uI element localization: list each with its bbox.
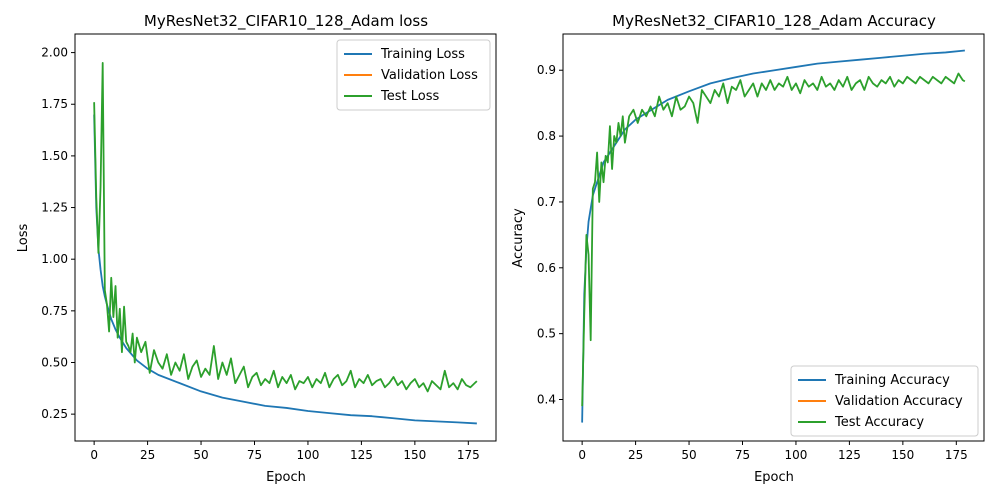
accuracy-x-tick-label: 50 <box>681 448 696 462</box>
accuracy-panel: MyResNet32_CIFAR10_128_Adam Accuracy 0 25… <box>511 12 985 485</box>
loss-y-tick-label: 0.75 <box>41 304 68 318</box>
accuracy-x-tick-label: 175 <box>945 448 968 462</box>
accuracy-chart-title: MyResNet32_CIFAR10_128_Adam Accuracy <box>612 12 936 31</box>
loss-x-axis-label: Epoch <box>266 470 306 485</box>
loss-x-tick-label: 0 <box>90 448 98 462</box>
accuracy-y-tick-label: 0.5 <box>537 327 556 341</box>
accuracy-x-axis-label: Epoch <box>754 470 794 485</box>
loss-y-tick-label: 0.25 <box>41 407 68 421</box>
accuracy-x-tick-label: 125 <box>838 448 861 462</box>
loss-series-line-training-loss <box>93 114 477 425</box>
loss-legend-box <box>336 39 491 111</box>
accuracy-series-line-test-accuracy <box>581 72 966 407</box>
accuracy-x-tick-label: 100 <box>784 448 807 462</box>
loss-y-tick-label: 1.75 <box>41 97 68 111</box>
loss-x-tick-label: 25 <box>140 448 155 462</box>
accuracy-legend-label-test: Test Accuracy <box>834 415 924 430</box>
accuracy-plot-area: 0 25 50 75 100 125 150 175 0.4 0.5 0.6 0.7 0.8 0.9 <box>537 49 968 462</box>
accuracy-x-tick-label: 75 <box>735 448 750 462</box>
loss-panel: MyResNet32_CIFAR10_128_Adam loss 0 25 50 75… <box>16 12 497 485</box>
accuracy-y-tick-label: 0.7 <box>537 195 556 209</box>
accuracy-legend-box <box>790 365 979 437</box>
accuracy-y-tick-label: 0.4 <box>537 393 556 407</box>
loss-x-tick-label: 125 <box>350 448 373 462</box>
loss-y-tick-label: 1.00 <box>41 252 68 266</box>
accuracy-y-tick-label: 0.8 <box>537 129 556 143</box>
accuracy-y-tick-label: 0.9 <box>537 63 556 77</box>
accuracy-x-tick-label: 0 <box>578 448 586 462</box>
loss-y-tick-label: 0.50 <box>41 355 68 369</box>
loss-x-tick-label: 150 <box>403 448 426 462</box>
loss-x-tick-label: 175 <box>457 448 480 462</box>
loss-legend-label-training: Training Loss <box>380 47 465 62</box>
loss-legend-label-test: Test Loss <box>380 89 439 104</box>
loss-y-tick-label: 1.50 <box>41 149 68 163</box>
loss-axes-frame <box>74 33 497 442</box>
accuracy-legend: Training Accuracy Validation Accuracy Te… <box>790 365 979 437</box>
loss-plot-area: 0 25 50 75 100 125 150 175 0.25 0.50 0.75 1.00 1.25 1… <box>41 46 479 462</box>
loss-legend-label-validation: Validation Loss <box>381 68 478 83</box>
loss-y-tick-label: 2.00 <box>41 46 68 60</box>
loss-series-line-test-loss <box>93 62 478 393</box>
loss-x-tick-label: 100 <box>296 448 319 462</box>
accuracy-axes-frame <box>562 33 985 442</box>
accuracy-y-axis-label: Accuracy <box>511 208 526 268</box>
loss-y-axis-label: Loss <box>16 224 31 253</box>
accuracy-x-tick-label: 25 <box>628 448 643 462</box>
loss-legend: Training Loss Validation Loss Test Loss <box>336 39 491 111</box>
accuracy-x-tick-label: 150 <box>891 448 914 462</box>
loss-y-tick-label: 1.25 <box>41 201 68 215</box>
accuracy-y-tick-label: 0.6 <box>537 261 556 275</box>
accuracy-legend-label-training: Training Accuracy <box>834 373 950 388</box>
loss-x-tick-label: 50 <box>193 448 208 462</box>
loss-x-tick-label: 75 <box>247 448 262 462</box>
accuracy-legend-label-validation: Validation Accuracy <box>835 394 963 409</box>
loss-chart-title: MyResNet32_CIFAR10_128_Adam loss <box>144 12 428 31</box>
